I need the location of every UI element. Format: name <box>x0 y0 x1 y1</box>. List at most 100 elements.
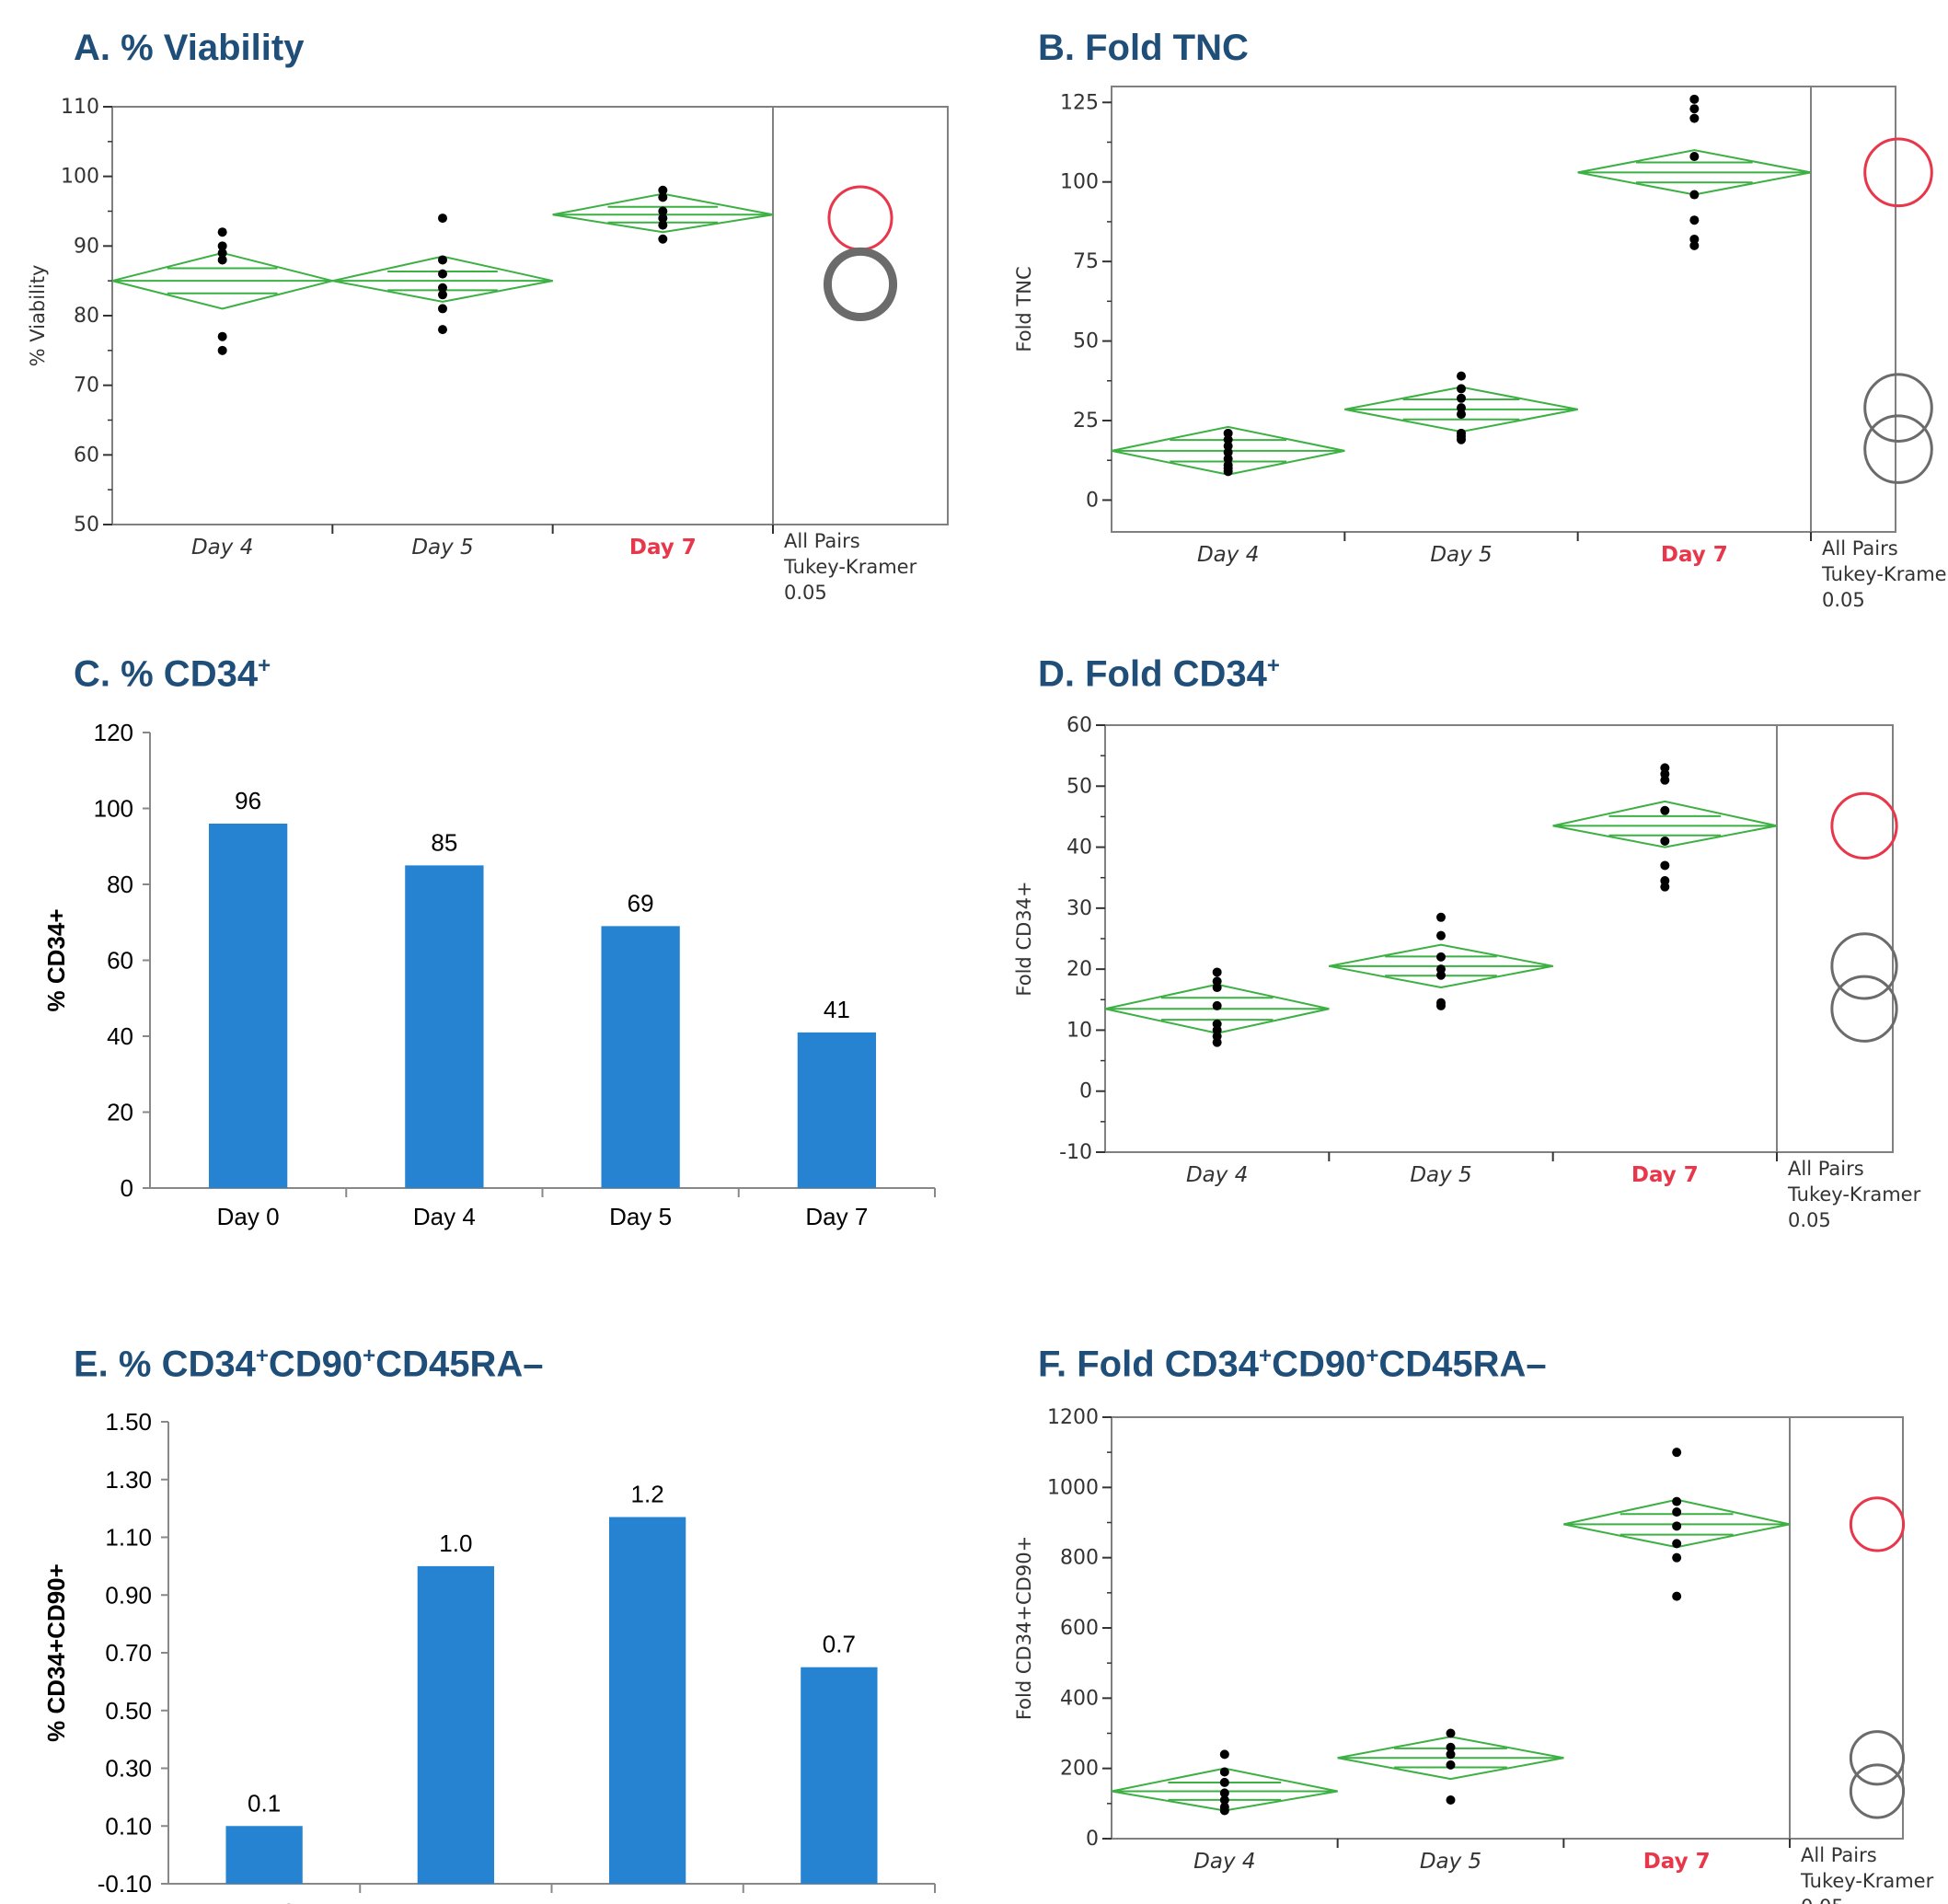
x-tick-label: Day 5 <box>617 1898 679 1904</box>
panel-title-text: Fold CD34 <box>1077 1344 1260 1385</box>
panel-a-title: A. % Viability <box>74 28 304 69</box>
comparison-label: All Pairs <box>1822 537 1898 560</box>
panel-title-text: Fold TNC <box>1085 28 1249 68</box>
data-point <box>1223 447 1233 457</box>
x-tick-label: Day 5 <box>609 1203 672 1230</box>
data-point <box>1212 967 1222 977</box>
data-point <box>1219 1777 1229 1787</box>
title-superscript: + <box>258 653 271 678</box>
x-tick-label: Day 7 <box>1661 543 1728 567</box>
comparison-label: Tukey-Kramer <box>1800 1870 1934 1892</box>
comparison-label: 0.05 <box>784 582 827 604</box>
data-point <box>217 227 227 237</box>
plot-frame <box>1111 86 1896 533</box>
title-superscript: + <box>1266 653 1280 678</box>
panel-c: C. % CD34+ 0 20 40 60 80 100 120% CD34+ 96 Day 0… <box>0 626 974 1270</box>
y-tick-label: 800 <box>1060 1547 1099 1570</box>
y-tick-label: 600 <box>1060 1617 1099 1640</box>
comparison-label: All Pairs <box>1801 1844 1877 1866</box>
y-tick-label: 80 <box>74 305 99 328</box>
title-superscript: + <box>1259 1344 1273 1368</box>
data-point <box>1436 1000 1446 1010</box>
x-tick-label: Day 7 <box>1631 1163 1699 1187</box>
data-point <box>1446 1728 1456 1738</box>
data-point <box>1212 1000 1222 1010</box>
data-point <box>658 206 668 216</box>
data-point <box>438 304 447 314</box>
y-tick-label: 75 <box>1073 250 1099 273</box>
data-point <box>1457 393 1466 403</box>
panel-e: E. % CD34+CD90+CD45RA– -0.10 0.10 0.30 0.50… <box>0 1316 974 1904</box>
bar <box>225 1826 303 1884</box>
data-point <box>1457 434 1466 444</box>
data-point <box>1689 240 1700 250</box>
bar-value-label: 41 <box>824 996 850 1023</box>
data-point <box>1672 1521 1682 1531</box>
data-point <box>1689 234 1700 244</box>
y-tick-label: 90 <box>74 235 99 258</box>
data-point <box>217 331 227 341</box>
comparison-circle <box>823 247 898 322</box>
data-point <box>1446 1795 1456 1806</box>
data-point <box>658 213 668 224</box>
data-point <box>1660 882 1670 892</box>
title-mid: CD90 <box>1272 1344 1366 1385</box>
y-tick-label: 25 <box>1073 410 1099 433</box>
bar <box>417 1565 495 1884</box>
y-tick-label: 1000 <box>1047 1476 1099 1499</box>
bar-value-label: 0.7 <box>823 1631 856 1658</box>
panel-f: F. Fold CD34+CD90+CD45RA– 0 200 400 600 800 1… <box>974 1316 1948 1904</box>
mean-diamond <box>1344 386 1578 433</box>
y-tick-label: 0.70 <box>105 1639 152 1667</box>
x-tick-label: Day 0 <box>233 1898 295 1904</box>
comparison-label: All Pairs <box>1788 1158 1864 1180</box>
data-point <box>1219 1749 1229 1760</box>
panel-d-title: D. Fold CD34+ <box>1038 653 1280 695</box>
panel-title-text: % CD34 <box>121 653 259 695</box>
y-tick-label: 0.10 <box>105 1812 152 1840</box>
comparison-label: All Pairs <box>784 530 860 552</box>
data-point <box>1689 113 1700 123</box>
data-point <box>1672 1552 1682 1563</box>
data-point <box>217 248 227 258</box>
data-point <box>1446 1749 1456 1760</box>
data-point <box>1457 384 1466 394</box>
x-tick-label: Day 5 <box>1420 1850 1481 1874</box>
x-tick-label: Day 5 <box>411 536 473 560</box>
viability-chart: 50 60 70 80 90 100 110 % Viability Day 4 Day 5 Day… <box>27 96 949 604</box>
data-point <box>1672 1496 1682 1506</box>
fold-tnc-chart: 0 25 50 75 100 125 Fold TNC Day 4 Day 5 Day 7 All … <box>1013 86 1948 611</box>
data-point <box>1660 775 1670 785</box>
data-point <box>1457 371 1466 381</box>
x-tick-label: Day 5 <box>1430 543 1492 567</box>
data-point <box>658 185 668 195</box>
x-tick-label: Day 7 <box>629 536 697 560</box>
data-point <box>1436 930 1446 940</box>
bar <box>208 824 288 1188</box>
data-point <box>1219 1795 1229 1806</box>
y-axis-label: % CD34+ <box>42 909 70 1012</box>
data-point <box>1689 104 1700 114</box>
data-point <box>658 220 668 230</box>
y-tick-label: 125 <box>1060 91 1099 114</box>
y-tick-label: 60 <box>107 947 133 975</box>
bar-value-label: 69 <box>628 889 654 917</box>
plot-frame <box>1111 1416 1904 1840</box>
y-tick-label: 1.10 <box>105 1524 152 1552</box>
mean-diamond <box>1329 943 1553 989</box>
y-tick-label: 0 <box>1079 1080 1092 1103</box>
plot-frame <box>111 106 949 525</box>
panel-b-title: B. Fold TNC <box>1038 28 1249 69</box>
panel-letter: B. <box>1038 28 1075 68</box>
y-tick-label: 0.50 <box>105 1697 152 1725</box>
y-tick-label: 30 <box>1066 897 1092 920</box>
data-point <box>1446 1742 1456 1752</box>
title-superscript: + <box>1366 1344 1379 1368</box>
data-point <box>1672 1507 1682 1517</box>
x-tick-label: Day 5 <box>1410 1163 1471 1187</box>
panel-letter: F. <box>1038 1344 1067 1385</box>
comparison-circle <box>1830 975 1898 1043</box>
y-tick-label: 400 <box>1060 1687 1099 1710</box>
bar <box>601 926 680 1188</box>
y-tick-label: 1200 <box>1047 1406 1099 1429</box>
